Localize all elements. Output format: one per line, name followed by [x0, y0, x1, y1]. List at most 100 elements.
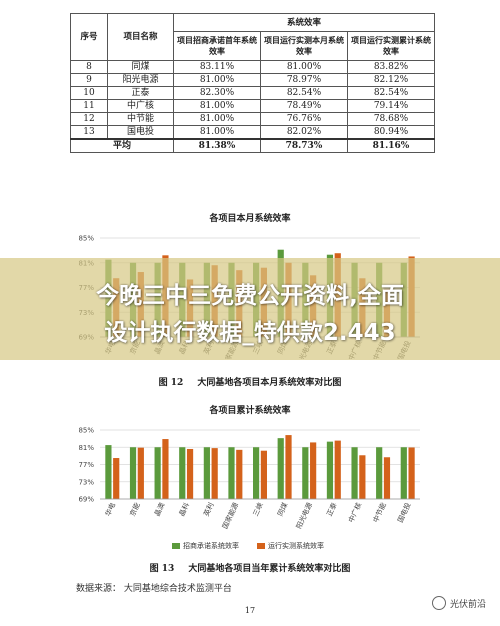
table-cell-name: 阳光电源 [107, 73, 174, 87]
legend-label-promise: 招商承诺系统效率 [183, 542, 239, 550]
chart1-caption: 图 12 大同基地各项目本月系统效率对比图 [0, 375, 500, 388]
table-cell-no: 12 [70, 112, 108, 126]
page-number: 17 [244, 606, 256, 615]
bar-promise-4 [203, 447, 210, 499]
table-cell-no: 13 [70, 125, 108, 140]
col-no-header: 序号 [70, 13, 108, 61]
bar-promise-9 [326, 441, 334, 499]
chart1-title: 各项目本月系统效率 [209, 214, 291, 224]
table-cell-v2: 82.54% [260, 86, 348, 100]
bar-measured-0 [113, 458, 120, 499]
chart2-legend: 招商承诺系统效率 运行实测系统效率 [172, 541, 324, 551]
sub-header-month: 项目运行实测本月系统效率 [260, 31, 348, 61]
bar-measured-5 [236, 449, 243, 499]
bar-promise-12 [400, 447, 407, 499]
bar-promise-6 [253, 447, 260, 499]
bar-promise-11 [376, 447, 383, 499]
table-row: 11 中广核 81.00% 78.49% 79.14% [70, 99, 435, 113]
table-row: 12 中节能 81.00% 76.76% 78.68% [70, 112, 435, 126]
legend-swatch-orange [257, 543, 265, 549]
bar-promise-2 [154, 447, 161, 499]
bar-measured-2 [162, 439, 169, 499]
overlay-banner [0, 258, 500, 360]
chart2-cumulative-efficiency: 85%81%77%73%69%华电 京能 晶澳 晶科 英利 国家能源 三峡 同煤 阳光电源 正泰中… [78, 427, 420, 530]
brand-logo-icon [431, 596, 446, 610]
bar-promise-7 [277, 438, 284, 499]
data-source: 数据来源： 大同基地综合技术监测平台 [76, 584, 232, 594]
table-cell-no: 11 [70, 99, 108, 113]
y-tick-label: 85% [78, 427, 94, 435]
table-cell-name: 同煤 [107, 60, 174, 74]
table-cell-v2: 76.76% [260, 112, 348, 126]
y-tick-label: 85% [78, 235, 94, 243]
chart1-caption-number: 图 12 [158, 378, 184, 388]
table-cell-v1: 81.00% [173, 125, 261, 140]
table-row: 8 同煤 83.11% 81.00% 83.82% [70, 60, 435, 74]
chart2-caption-text: 大同基地各项目当年累计系统效率对比图 [188, 564, 351, 574]
table-cell-v3: 78.68% [347, 112, 435, 126]
legend-label-measured: 运行实测系统效率 [268, 542, 324, 550]
table-row: 10 正泰 82.30% 82.54% 82.54% [70, 86, 435, 100]
watermark-brand: 光伏前沿 [431, 596, 486, 610]
brand-name: 光伏前沿 [449, 599, 486, 610]
x-category-label: 国电投 [395, 501, 412, 524]
table-cell-v2: 82.02% [260, 125, 348, 140]
x-category-label: 英利 [202, 501, 216, 517]
average-v2: 78.73% [260, 138, 348, 153]
table-cell-v3: 82.12% [347, 73, 435, 87]
x-category-label: 华电 [103, 501, 117, 517]
legend-item-promise: 招商承诺系统效率 [172, 541, 239, 551]
table-cell-name: 正泰 [107, 86, 174, 100]
bar-measured-1 [137, 447, 144, 499]
chart2-caption-number: 图 13 [149, 564, 175, 574]
table-average-row: 平均 81.38% 78.73% 81.16% [70, 138, 435, 153]
average-v3: 81.16% [347, 138, 435, 153]
x-category-label: 中广核 [346, 501, 363, 524]
col-name-header: 项目名称 [107, 13, 174, 61]
x-category-label: 正泰 [325, 501, 339, 517]
bar-measured-7 [285, 435, 292, 499]
table-cell-v3: 80.94% [347, 125, 435, 140]
chart2-caption: 图 13 大同基地各项目当年累计系统效率对比图 [0, 561, 500, 574]
x-category-label: 晶科 [177, 501, 191, 517]
table-cell-no: 10 [70, 86, 108, 100]
table-cell-v3: 82.54% [347, 86, 435, 100]
bar-measured-8 [310, 442, 317, 499]
table-cell-v3: 83.82% [347, 60, 435, 74]
legend-swatch-green [172, 543, 180, 549]
table-row: 9 阳光电源 81.00% 78.97% 82.12% [70, 73, 435, 87]
table-cell-v2: 78.49% [260, 99, 348, 113]
table-row: 13 国电投 81.00% 82.02% 80.94% [70, 125, 435, 140]
table-cell-name: 中节能 [107, 112, 174, 126]
bar-promise-0 [105, 445, 112, 499]
bar-measured-9 [334, 440, 341, 499]
x-category-label: 晶澳 [152, 501, 166, 517]
table-cell-v3: 79.14% [347, 99, 435, 113]
bar-measured-10 [359, 455, 366, 499]
bar-measured-12 [408, 447, 415, 499]
y-tick-label: 69% [78, 496, 94, 504]
table-cell-name: 国电投 [107, 125, 174, 140]
x-category-label: 京能 [128, 501, 142, 517]
x-category-label: 国家能源 [220, 501, 240, 530]
y-tick-label: 73% [78, 478, 94, 486]
average-label: 平均 [70, 138, 174, 153]
bar-promise-10 [351, 447, 358, 499]
bar-promise-1 [129, 447, 137, 499]
bar-measured-3 [186, 448, 194, 499]
efficiency-group-header: 系统效率 [173, 13, 435, 32]
overlay-line-1: 今晚三中三免费公开资料,全面 [96, 283, 404, 309]
table-cell-no: 9 [70, 73, 108, 87]
sub-header-promise: 项目招商承诺首年系统效率 [173, 31, 261, 61]
table-cell-v1: 81.00% [173, 73, 261, 87]
table-cell-v1: 82.30% [173, 86, 261, 100]
bar-promise-8 [302, 447, 309, 499]
x-category-label: 三峡 [251, 501, 265, 517]
bar-measured-4 [211, 448, 218, 499]
table-cell-v1: 81.00% [173, 112, 261, 126]
efficiency-table: 序号 项目名称 系统效率 项目招商承诺首年系统效率 项目运行实测本月系统效率 项… [70, 13, 435, 153]
bar-promise-3 [179, 447, 186, 499]
overlay-line-2: 设计执行数据_特供款2.443 [104, 320, 396, 346]
chart2-title: 各项目累计系统效率 [209, 406, 291, 416]
